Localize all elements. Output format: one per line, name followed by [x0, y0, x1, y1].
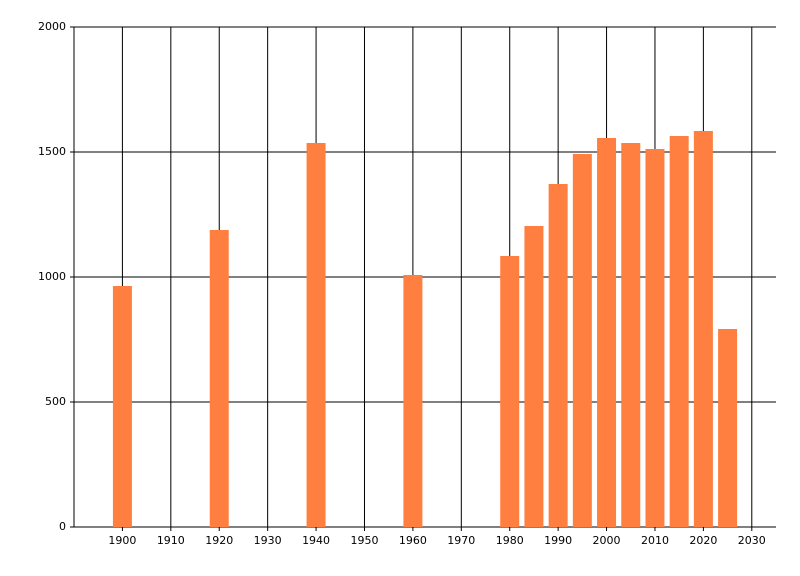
- x-tick-label: 2030: [738, 534, 766, 547]
- x-tick-label: 1910: [157, 534, 185, 547]
- bar: [572, 154, 592, 527]
- bar: [621, 143, 641, 527]
- bar: [524, 226, 544, 527]
- bar: [306, 143, 326, 527]
- bar: [718, 329, 738, 527]
- y-tick-label: 1500: [38, 145, 66, 158]
- bar: [548, 184, 568, 527]
- x-tick-label: 1940: [302, 534, 330, 547]
- y-tick-label: 1000: [38, 270, 66, 283]
- x-tick-label: 1970: [447, 534, 475, 547]
- x-tick-label: 1930: [254, 534, 282, 547]
- bar: [669, 136, 689, 527]
- x-tick-label: 2000: [593, 534, 621, 547]
- bar: [500, 256, 520, 527]
- bar: [112, 286, 132, 527]
- x-tick-label: 1990: [544, 534, 572, 547]
- bar: [693, 131, 713, 527]
- y-tick-label: 500: [45, 395, 66, 408]
- x-tick-label: 1950: [350, 534, 378, 547]
- x-tick-label: 1900: [108, 534, 136, 547]
- x-tick-label: 2010: [641, 534, 669, 547]
- x-tick-label: 1920: [205, 534, 233, 547]
- bar: [209, 230, 229, 527]
- y-tick-label: 2000: [38, 20, 66, 33]
- bar: [645, 149, 665, 527]
- x-tick-label: 2020: [689, 534, 717, 547]
- x-tick-label: 1980: [496, 534, 524, 547]
- y-tick-label: 0: [59, 520, 66, 533]
- x-tick-label: 1960: [399, 534, 427, 547]
- bar: [403, 275, 423, 527]
- bar: [597, 138, 617, 527]
